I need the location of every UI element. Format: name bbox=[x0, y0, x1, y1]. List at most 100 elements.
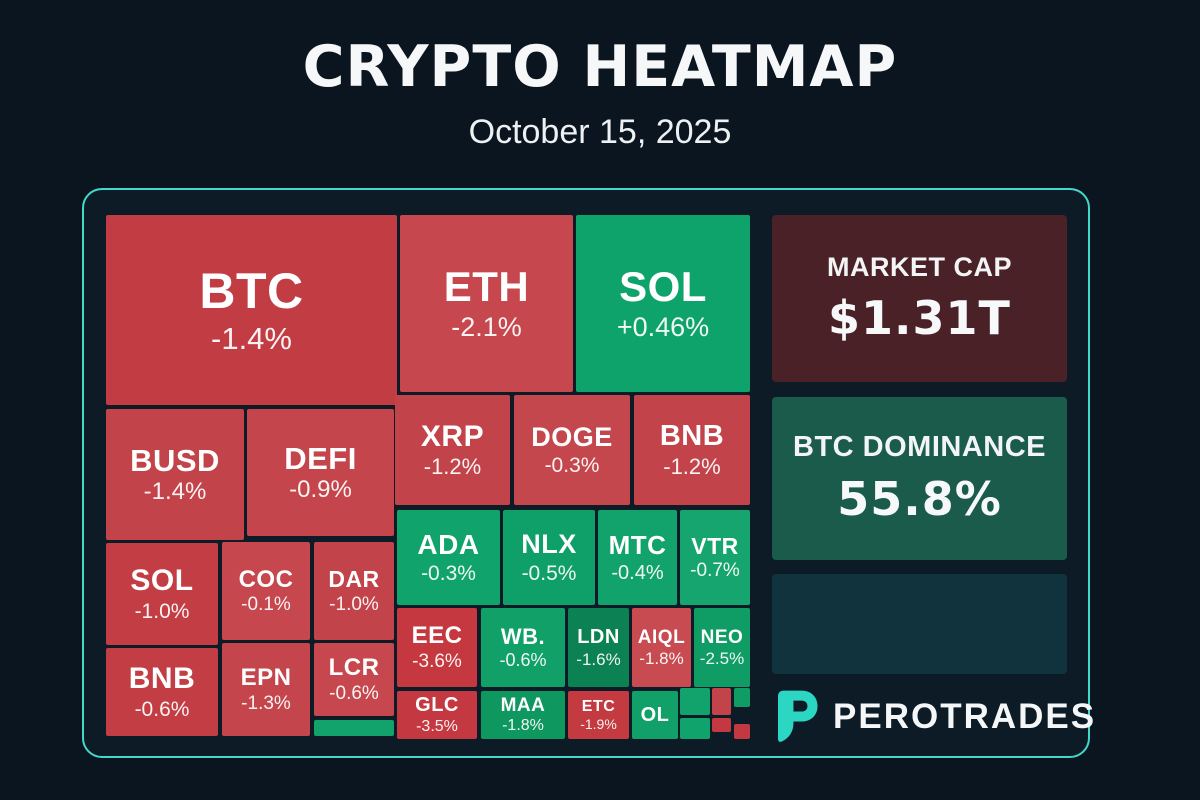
heatmap: BTC -1.4% ETH -2.1% SOL +0.46% BUSD -1.4% DEFI -0… bbox=[106, 215, 750, 739]
tile-symbol: ETH bbox=[443, 263, 530, 311]
heatmap-tile-wb[interactable]: WB. -0.6% bbox=[481, 608, 565, 687]
brand: PEROTRADES bbox=[778, 690, 1096, 744]
tile-change: -1.3% bbox=[241, 692, 291, 714]
heatmap-tile-neo[interactable]: NEO -2.5% bbox=[694, 608, 750, 687]
heatmap-tile-ldn[interactable]: LDN -1.6% bbox=[568, 608, 629, 687]
tile-symbol: DEFI bbox=[284, 440, 357, 476]
tile-change: -0.9% bbox=[289, 476, 352, 504]
heatmap-tile-bnb[interactable]: BNB -1.2% bbox=[634, 395, 750, 505]
heatmap-tile-unlabeled[interactable] bbox=[734, 688, 750, 707]
btc-dominance-panel: BTC DOMINANCE 55.8% bbox=[772, 397, 1067, 560]
heatmap-tile-btc[interactable]: BTC -1.4% bbox=[106, 215, 397, 405]
tile-change: -1.4% bbox=[211, 320, 292, 356]
tile-symbol: EPN bbox=[240, 664, 292, 692]
tile-symbol: SOL bbox=[130, 564, 194, 598]
tile-symbol: DOGE bbox=[531, 421, 613, 452]
heatmap-tile-vtr[interactable]: VTR -0.7% bbox=[680, 510, 750, 605]
tile-symbol: OL bbox=[640, 703, 670, 726]
heatmap-tile-ada[interactable]: ADA -0.3% bbox=[397, 510, 500, 605]
heatmap-tile-etc[interactable]: ETC -1.9% bbox=[568, 691, 629, 739]
heatmap-tile-epn[interactable]: EPN -1.3% bbox=[222, 643, 310, 736]
heatmap-tile-nlx[interactable]: NLX -0.5% bbox=[503, 510, 595, 605]
heatmap-tile-lcr[interactable]: LCR -0.6% bbox=[314, 643, 394, 716]
tile-symbol: WB. bbox=[500, 623, 546, 649]
tile-symbol: BNB bbox=[128, 662, 196, 696]
tile-change: -2.1% bbox=[451, 311, 522, 342]
heatmap-tile-unlabeled[interactable] bbox=[712, 718, 731, 732]
tile-change: -1.4% bbox=[143, 478, 207, 506]
tile-symbol: ADA bbox=[417, 528, 480, 560]
btc-dominance-value: 55.8% bbox=[837, 472, 1002, 526]
heatmap-tile-defi[interactable]: DEFI -0.9% bbox=[247, 409, 394, 536]
heatmap-tile-unlabeled[interactable] bbox=[314, 720, 394, 736]
heatmap-tile-xrp[interactable]: XRP -1.2% bbox=[395, 395, 510, 505]
tile-change: -1.8% bbox=[639, 649, 684, 669]
tile-change: -0.1% bbox=[241, 594, 291, 616]
tile-change: -1.8% bbox=[502, 717, 544, 735]
tile-change: -3.5% bbox=[416, 717, 458, 735]
tile-symbol: AIQL bbox=[637, 626, 686, 648]
heatmap-tile-glc[interactable]: GLC -3.5% bbox=[397, 691, 477, 739]
heatmap-tile-unlabeled[interactable] bbox=[712, 688, 731, 715]
heatmap-tile-eth[interactable]: ETH -2.1% bbox=[400, 215, 573, 392]
heatmap-tile-eec[interactable]: EEC -3.6% bbox=[397, 608, 477, 687]
dashboard-card: BTC -1.4% ETH -2.1% SOL +0.46% BUSD -1.4% DEFI -0… bbox=[82, 188, 1094, 758]
market-cap-panel: MARKET CAP $1.31T bbox=[772, 215, 1067, 382]
heatmap-tile-maa[interactable]: MAA -1.8% bbox=[481, 691, 565, 739]
tile-symbol: MAA bbox=[500, 694, 546, 716]
heatmap-tile-unlabeled[interactable] bbox=[680, 688, 710, 715]
heatmap-tile-sol[interactable]: SOL -1.0% bbox=[106, 543, 218, 645]
tile-symbol: BTC bbox=[199, 263, 304, 320]
heatmap-tile-doge[interactable]: DOGE -0.3% bbox=[514, 395, 630, 505]
empty-panel bbox=[772, 574, 1067, 674]
tile-symbol: MTC bbox=[608, 530, 667, 561]
tile-symbol: VTR bbox=[691, 532, 739, 559]
heatmap-tile-unlabeled[interactable] bbox=[734, 724, 750, 739]
tile-symbol: EEC bbox=[411, 622, 463, 650]
heatmap-tile-bnb[interactable]: BNB -0.6% bbox=[106, 648, 218, 736]
tile-change: +0.46% bbox=[616, 311, 710, 342]
tile-symbol: BNB bbox=[659, 420, 725, 453]
tile-change: -0.4% bbox=[611, 561, 664, 584]
tile-change: -0.3% bbox=[544, 454, 600, 478]
brand-name: PEROTRADES bbox=[833, 697, 1097, 736]
tile-symbol: NLX bbox=[521, 529, 577, 560]
heatmap-tile-aiql[interactable]: AIQL -1.8% bbox=[632, 608, 691, 687]
heatmap-tile-mtc[interactable]: MTC -0.4% bbox=[598, 510, 677, 605]
tile-symbol: ETC bbox=[581, 697, 616, 715]
market-cap-label: MARKET CAP bbox=[827, 252, 1012, 282]
page-date: October 15, 2025 bbox=[468, 113, 732, 151]
tile-change: -1.6% bbox=[576, 649, 621, 669]
page-title: CRYPTO HEATMAP bbox=[302, 34, 898, 100]
tile-change: -0.6% bbox=[329, 682, 379, 704]
page-header: CRYPTO HEATMAP October 15, 2025 bbox=[0, 34, 1200, 152]
tile-symbol: LDN bbox=[577, 626, 620, 649]
tile-symbol: LCR bbox=[328, 654, 380, 682]
heatmap-tile-busd[interactable]: BUSD -1.4% bbox=[106, 409, 244, 540]
tile-change: -0.3% bbox=[421, 562, 476, 586]
tile-change: -1.9% bbox=[580, 716, 617, 733]
market-cap-value: $1.31T bbox=[828, 291, 1011, 345]
tile-symbol: COC bbox=[238, 565, 294, 593]
tile-change: -2.5% bbox=[699, 649, 745, 669]
heatmap-tile-unlabeled[interactable] bbox=[680, 718, 710, 739]
tile-change: -1.0% bbox=[329, 593, 379, 615]
heatmap-tile-sol[interactable]: SOL +0.46% bbox=[576, 215, 750, 392]
tile-change: -1.2% bbox=[423, 454, 482, 480]
tile-symbol: NEO bbox=[700, 626, 744, 648]
btc-dominance-label: BTC DOMINANCE bbox=[793, 431, 1046, 463]
heatmap-tile-dar[interactable]: DAR -1.0% bbox=[314, 542, 394, 640]
tile-symbol: GLC bbox=[415, 694, 459, 717]
tile-change: -0.6% bbox=[499, 650, 547, 671]
tile-change: -1.2% bbox=[663, 453, 721, 479]
tile-change: -0.6% bbox=[134, 697, 190, 721]
tile-symbol: SOL bbox=[619, 263, 707, 311]
tile-symbol: DAR bbox=[328, 566, 380, 593]
tile-symbol: BUSD bbox=[130, 442, 220, 478]
perotrades-logo-icon bbox=[778, 690, 818, 744]
heatmap-tile-coc[interactable]: COC -0.1% bbox=[222, 542, 310, 640]
heatmap-tile-ol[interactable]: OL bbox=[632, 691, 678, 739]
tile-change: -1.0% bbox=[134, 599, 190, 623]
tile-change: -0.7% bbox=[690, 560, 740, 582]
tile-symbol: XRP bbox=[420, 419, 485, 453]
